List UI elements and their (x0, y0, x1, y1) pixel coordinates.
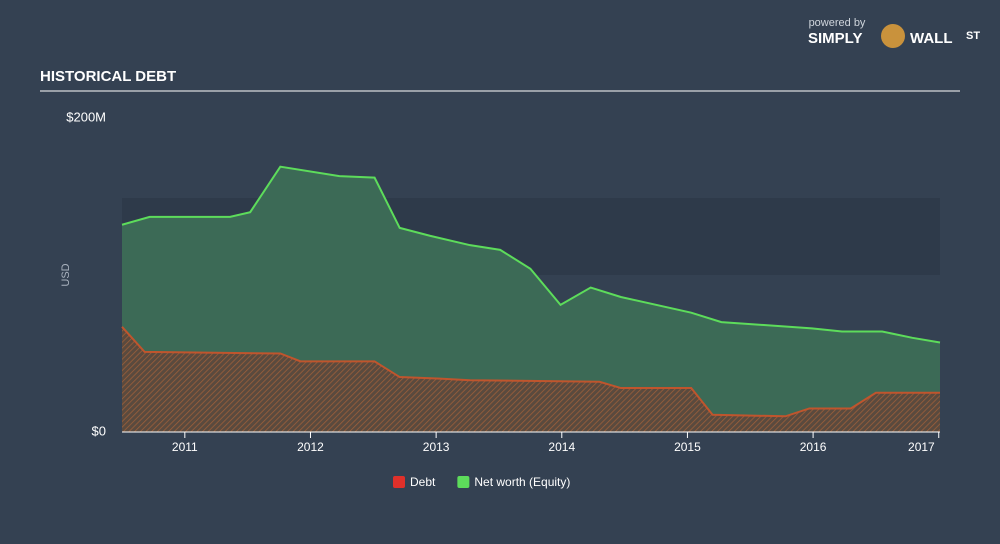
x-tick-label: 2014 (548, 440, 575, 454)
brand-logo (881, 24, 905, 48)
x-tick-label: 2017 (908, 440, 935, 454)
chart-title: HISTORICAL DEBT (40, 68, 176, 85)
brand-powered: powered by (809, 17, 866, 29)
line (121, 326, 940, 418)
legend-label: Net worth (Equity) (474, 475, 570, 489)
y-tick-label: $0 (92, 423, 106, 438)
area (122, 326, 940, 432)
legend-label: Debt (410, 475, 436, 489)
brand-st: ST (966, 30, 980, 42)
brand-wall: WALL (910, 30, 953, 47)
y-axis-label: USD (60, 263, 72, 286)
x-tick-label: 2012 (297, 440, 324, 454)
x-tick-label: 2015 (674, 440, 701, 454)
brand-simply: SIMPLY (808, 30, 862, 47)
plot: $0 $200M 2011 2012 2013 2014 2015 2016 2017 Debt N… (66, 109, 941, 489)
line (121, 165, 941, 344)
y-tick-label: $200M (66, 109, 106, 124)
x-tick-label: 2016 (800, 440, 827, 454)
legend-swatch (457, 476, 470, 488)
x-tick-label: 2013 (423, 440, 450, 454)
x-tick-label: 2011 (172, 440, 198, 454)
legend-swatch (393, 476, 405, 488)
